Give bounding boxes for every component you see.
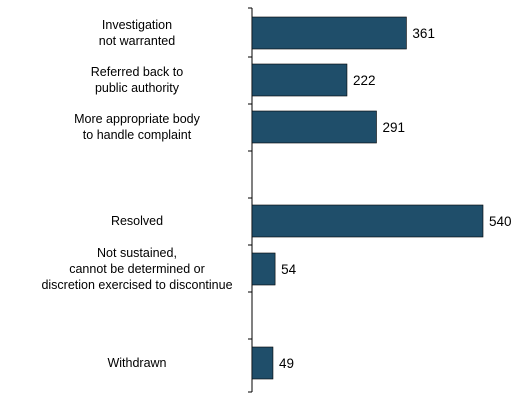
bar xyxy=(251,63,348,97)
category-label-line: More appropriate body xyxy=(74,112,201,126)
category-label-line: public authority xyxy=(95,81,180,95)
bar-value-label: 540 xyxy=(489,214,512,229)
bar xyxy=(251,346,274,380)
category-label-line: Withdrawn xyxy=(107,356,166,370)
category-label-line: Resolved xyxy=(111,214,163,228)
bar-value-label: 222 xyxy=(353,73,376,88)
bar-value-label: 361 xyxy=(412,26,435,41)
category-label-line: not warranted xyxy=(99,34,175,48)
category-label-line: Not sustained, xyxy=(97,246,177,260)
category-label: Referred back to public authority xyxy=(91,65,183,95)
category-label: Not sustained, cannot be determined or dis… xyxy=(41,246,232,292)
category-label-line: Referred back to xyxy=(91,65,183,79)
category-label-line: to handle complaint xyxy=(83,128,192,142)
category-label: More appropriate body to handle complaint xyxy=(74,112,201,142)
category-label: Resolved xyxy=(111,214,163,228)
category-label-line: discretion exercised to discontinue xyxy=(41,278,232,292)
bar xyxy=(251,252,276,286)
category-label: Withdrawn xyxy=(107,356,166,370)
bar xyxy=(251,16,407,50)
category-label-line: Investigation xyxy=(102,18,172,32)
bar xyxy=(251,204,484,238)
bar-value-label: 54 xyxy=(281,262,297,277)
category-label-line: cannot be determined or xyxy=(69,262,205,276)
bar-value-label: 49 xyxy=(279,356,294,371)
bar xyxy=(251,110,377,144)
category-label: Investigation not warranted xyxy=(99,18,175,48)
bar-value-label: 291 xyxy=(382,120,405,135)
